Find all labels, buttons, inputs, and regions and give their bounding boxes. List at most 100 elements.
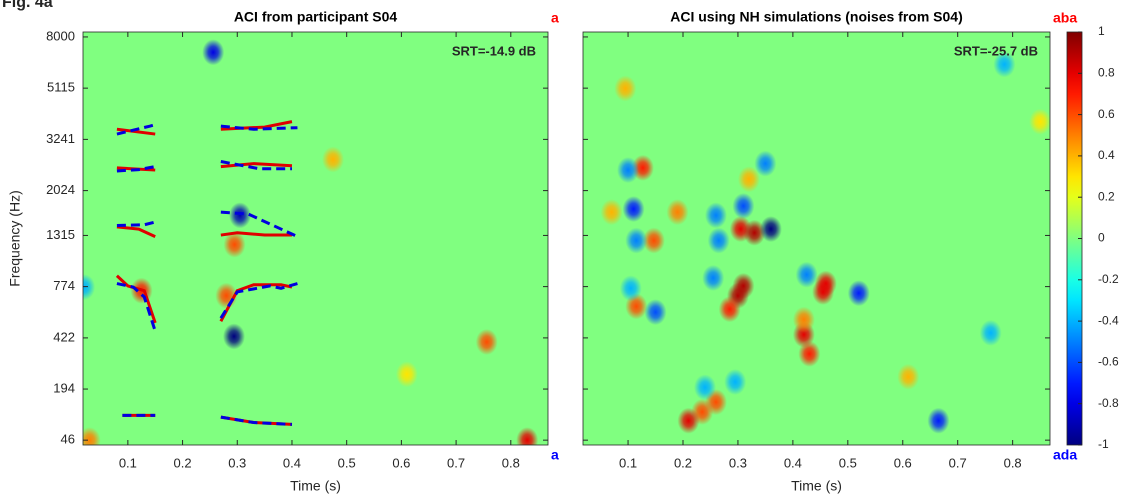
heatmap-blob bbox=[600, 199, 623, 226]
track-line bbox=[116, 123, 156, 136]
chart-title: ACI from participant S04 bbox=[234, 9, 398, 25]
heatmap-blob bbox=[732, 272, 755, 299]
heatmap-blob bbox=[395, 361, 418, 388]
track-line bbox=[116, 282, 157, 332]
heatmap-blob bbox=[724, 368, 747, 395]
x-tick-label: 0.6 bbox=[392, 455, 410, 470]
x-tick-label: 0.1 bbox=[119, 455, 137, 470]
top-label: aba bbox=[1053, 10, 1077, 26]
colorbar-tick-label: -0.2 bbox=[1098, 272, 1119, 286]
heatmap-blob bbox=[475, 328, 498, 355]
top-label: a bbox=[551, 10, 559, 26]
heatmap-blob bbox=[1029, 108, 1050, 135]
heatmap-blob bbox=[625, 227, 648, 254]
heatmap bbox=[83, 32, 548, 445]
x-tick-label: 0.7 bbox=[447, 455, 465, 470]
chart-title: ACI using NH simulations (noises from S0… bbox=[670, 9, 963, 25]
colorbar-tick-label: -1 bbox=[1098, 437, 1109, 451]
heatmap bbox=[583, 32, 1050, 445]
y-tick-label: 774 bbox=[53, 278, 75, 293]
x-tick-label: 0.3 bbox=[729, 455, 747, 470]
heatmap-blob bbox=[702, 264, 725, 291]
x-tick-label: 0.4 bbox=[784, 455, 802, 470]
heatmap-blob bbox=[516, 427, 539, 445]
heatmap-blob bbox=[617, 157, 640, 184]
x-axis-label: Time (s) bbox=[290, 478, 341, 494]
y-axis-label: Frequency (Hz) bbox=[7, 190, 23, 286]
heatmap-blob bbox=[979, 319, 1002, 346]
heatmap-blob bbox=[619, 275, 642, 302]
heatmap-blob bbox=[222, 323, 245, 350]
heatmap-blob bbox=[792, 306, 815, 333]
x-tick-label: 0.2 bbox=[674, 455, 692, 470]
bottom-label: ada bbox=[1053, 447, 1077, 463]
x-tick-label: 0.3 bbox=[228, 455, 246, 470]
colorbar-tick-label: 0.8 bbox=[1098, 65, 1115, 79]
y-tick-label: 1315 bbox=[46, 227, 75, 242]
heatmap-blob bbox=[707, 227, 730, 254]
y-tick-label: 46 bbox=[61, 432, 75, 447]
x-tick-label: 0.8 bbox=[502, 455, 520, 470]
y-tick-label: 194 bbox=[53, 380, 75, 395]
x-tick-label: 0.8 bbox=[1004, 455, 1022, 470]
heatmap-blob bbox=[927, 407, 950, 434]
x-tick-label: 0.1 bbox=[619, 455, 637, 470]
track-line bbox=[220, 415, 293, 426]
heatmap-blob bbox=[737, 166, 760, 193]
colorbar-tick-label: -0.4 bbox=[1098, 313, 1119, 327]
track-line bbox=[116, 220, 156, 227]
heatmap-blob bbox=[229, 202, 252, 229]
x-tick-label: 0.5 bbox=[338, 455, 356, 470]
track-line bbox=[220, 160, 292, 171]
x-tick-label: 0.2 bbox=[174, 455, 192, 470]
heatmap-blob bbox=[693, 374, 716, 401]
annotation: SRT=-14.9 dB bbox=[452, 43, 536, 58]
colorbar-tick-label: 0.4 bbox=[1098, 148, 1115, 162]
track-line bbox=[116, 225, 156, 238]
y-tick-label: 5115 bbox=[47, 80, 75, 95]
x-tick-label: 0.7 bbox=[949, 455, 967, 470]
heatmap-blob bbox=[732, 192, 755, 219]
track-line bbox=[116, 165, 156, 173]
heatmap-blob bbox=[666, 199, 689, 226]
track-line bbox=[116, 127, 156, 136]
heatmap-blob bbox=[202, 39, 225, 66]
heatmap-blob bbox=[83, 427, 101, 445]
axes-box bbox=[82, 31, 549, 446]
heatmap-blob bbox=[743, 219, 766, 246]
track-line bbox=[220, 124, 298, 131]
heatmap-blob bbox=[754, 150, 777, 177]
heatmap-blob bbox=[897, 363, 920, 390]
axes-box bbox=[582, 31, 1051, 446]
heatmap-blob bbox=[644, 299, 667, 326]
heatmap-blob bbox=[798, 340, 821, 367]
heatmap-blob bbox=[847, 280, 870, 307]
y-tick-label: 2024 bbox=[46, 182, 75, 197]
figure-label: Fig. 4a bbox=[2, 0, 53, 11]
heatmap-blob bbox=[993, 51, 1016, 78]
heatmap-blob bbox=[642, 227, 665, 254]
heatmap-blob bbox=[83, 274, 96, 301]
heatmap-background bbox=[83, 32, 548, 445]
y-tick-label: 3241 bbox=[46, 131, 75, 146]
heatmap-blob bbox=[614, 75, 637, 102]
colorbar-tick-label: -0.6 bbox=[1098, 355, 1119, 369]
track-line bbox=[220, 162, 293, 169]
heatmap-blob bbox=[718, 296, 741, 323]
heatmap-blob bbox=[812, 278, 835, 305]
bottom-label: a bbox=[551, 447, 559, 463]
track-line bbox=[219, 282, 298, 319]
heatmap-blob bbox=[795, 261, 818, 288]
heatmap-blob bbox=[704, 202, 727, 229]
heatmap-blob bbox=[322, 146, 345, 173]
annotation: SRT=-25.7 dB bbox=[954, 43, 1038, 58]
x-tick-label: 0.5 bbox=[839, 455, 857, 470]
colorbar-tick-label: 0.2 bbox=[1098, 189, 1115, 203]
heatmap-blob bbox=[622, 196, 645, 223]
track-line bbox=[220, 210, 299, 238]
heatmap-blob bbox=[759, 216, 782, 243]
y-tick-label: 422 bbox=[53, 329, 75, 344]
x-axis-label: Time (s) bbox=[791, 478, 842, 494]
